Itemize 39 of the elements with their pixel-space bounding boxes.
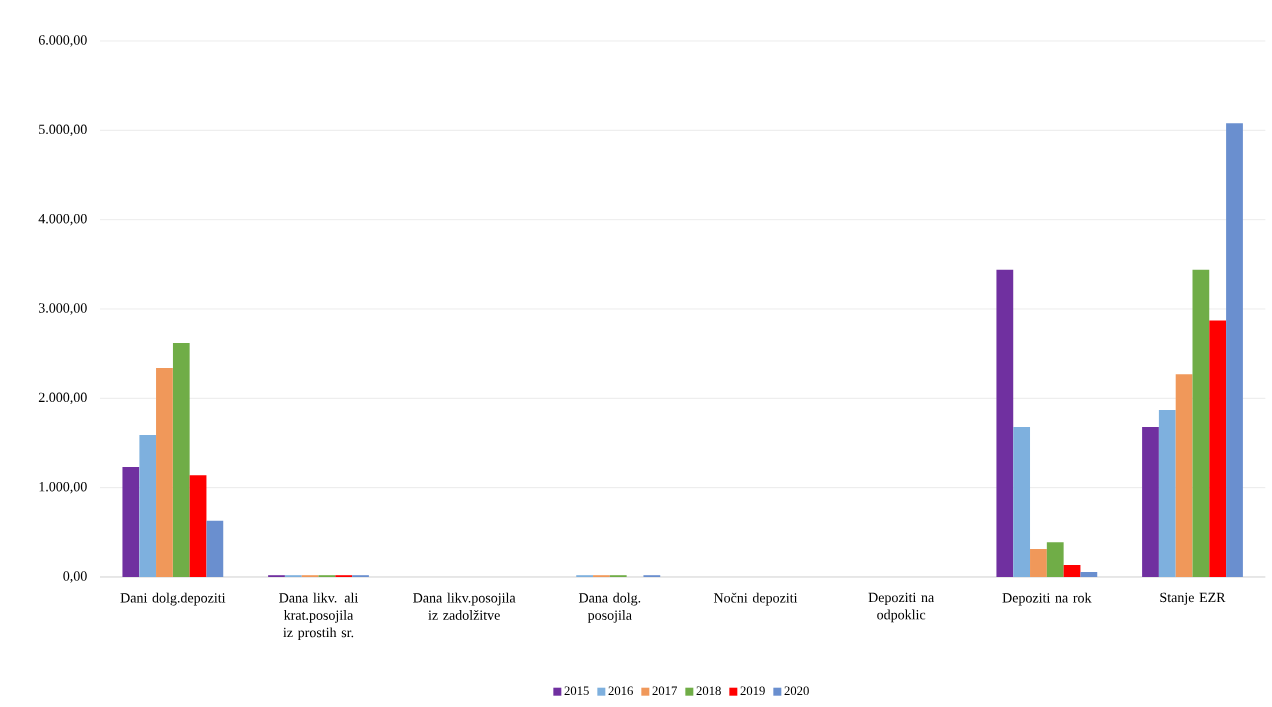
bar [139, 434, 157, 577]
y-tick-label: 2.000,00 [38, 392, 87, 405]
bar [1013, 426, 1031, 577]
legend-label: 2018 [696, 686, 721, 696]
legend-label: 2019 [740, 686, 765, 696]
x-tick-label: Nočni depoziti [713, 592, 798, 606]
x-tick-label: Dana likv.posojila iz zadolžitve [413, 592, 516, 620]
y-tick-label: 1.000,00 [39, 481, 87, 494]
bar [1158, 409, 1176, 577]
bar [122, 467, 140, 577]
y-tick-label: 0,00 [63, 571, 87, 583]
bar [1046, 542, 1064, 577]
legend-label: 2015 [564, 686, 589, 696]
x-tick-label: Dana likv. ali krat.posojila iz prostih sr. [279, 592, 359, 641]
bar [1226, 123, 1243, 577]
bar [996, 269, 1014, 577]
bar [172, 342, 190, 577]
bar [1063, 565, 1081, 577]
x-tick-label: Dani dolg.depoziti [120, 592, 226, 606]
bar [156, 367, 173, 577]
x-tick-label: Depoziti na rok [1002, 592, 1092, 606]
bar [1175, 374, 1193, 577]
bar [189, 475, 207, 577]
x-tick-label: Dana dolg. posojila [578, 592, 641, 623]
y-tick-label: 4.000,00 [38, 213, 87, 226]
bar [1209, 320, 1227, 577]
x-tick-label: Depoziti na odpoklic [868, 592, 935, 623]
x-tick-label: Stanje EZR [1160, 592, 1226, 605]
y-tick-label: 6.000,00 [38, 35, 87, 47]
bar [1142, 426, 1159, 577]
bar [206, 520, 224, 577]
bar [1080, 571, 1098, 577]
bar [1192, 269, 1210, 577]
bar [1030, 548, 1047, 577]
legend-label: 2020 [784, 686, 809, 696]
legend-label: 2017 [652, 686, 677, 696]
y-tick-label: 3.000,00 [38, 303, 87, 315]
y-tick-label: 5.000,00 [39, 124, 87, 137]
legend-label: 2016 [608, 686, 633, 696]
